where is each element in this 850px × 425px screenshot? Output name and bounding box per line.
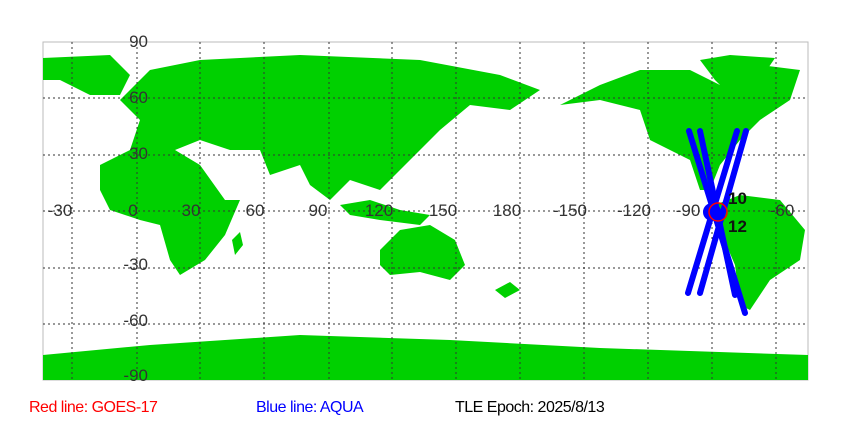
indonesia <box>340 200 430 225</box>
eurasia <box>120 55 540 200</box>
longitude-label: 120 <box>365 201 393 220</box>
latitude-label: 90 <box>129 32 148 51</box>
legend-goes-17: Red line: GOES-17 <box>29 399 158 416</box>
latitude-label: -60 <box>123 311 148 330</box>
aqua-position-marker <box>703 203 721 221</box>
longitude-labels: -30 0 30 60 90 120 150 180 -150 -120 -90 -60 <box>48 201 795 220</box>
goes-17-position-marker <box>708 202 728 222</box>
north-america <box>560 65 800 190</box>
longitude-label: 150 <box>429 201 457 220</box>
longitude-label: 60 <box>246 201 265 220</box>
latitude-label: 30 <box>129 144 148 163</box>
pass-label-10: 10 <box>728 189 747 208</box>
greenland <box>700 55 775 95</box>
legend-aqua: Blue line: AQUA <box>256 399 364 416</box>
latitude-label: 60 <box>129 88 148 107</box>
europe-west <box>43 55 130 95</box>
longitude-label: -120 <box>617 201 651 220</box>
africa <box>100 150 240 275</box>
aqua-track-4 <box>697 128 749 296</box>
australia <box>380 225 465 280</box>
antarctica <box>43 335 808 380</box>
new-zealand <box>495 282 520 298</box>
land-masses <box>43 55 808 380</box>
latitude-label: -90 <box>123 366 148 385</box>
longitude-label: 30 <box>182 201 201 220</box>
longitude-label: -90 <box>676 201 701 220</box>
latitude-label: -30 <box>123 255 148 274</box>
longitude-label: 90 <box>309 201 328 220</box>
longitude-label: -60 <box>770 201 795 220</box>
tle-epoch: TLE Epoch: 2025/8/13 <box>455 399 605 416</box>
grid-lines <box>43 42 808 380</box>
madagascar <box>232 232 243 255</box>
longitude-label: 0 <box>128 201 137 220</box>
longitude-label: -150 <box>553 201 587 220</box>
longitude-label: 180 <box>493 201 521 220</box>
latitude-labels: 90 60 30 -30 -60 -90 <box>123 32 148 385</box>
longitude-label: -30 <box>48 201 73 220</box>
pass-label-12: 12 <box>728 217 747 236</box>
